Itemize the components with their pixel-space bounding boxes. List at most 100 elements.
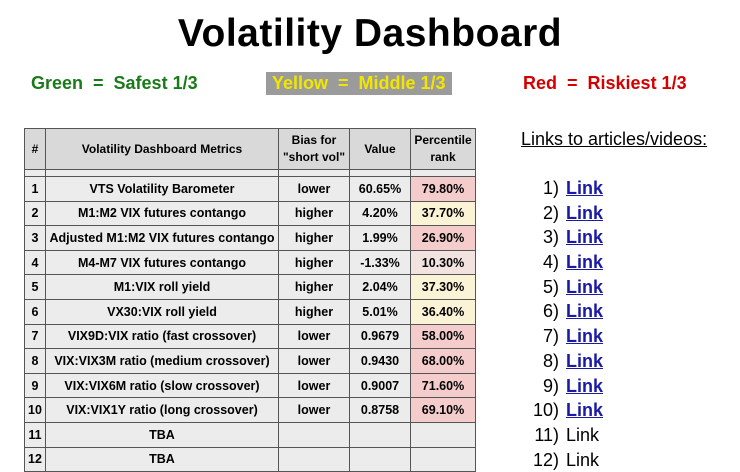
link-number: 7) xyxy=(542,326,559,347)
cell-bias: lower xyxy=(278,397,350,423)
links-list: 1) Link 2) Link 3) Link 4) Link 5) Link 6) Link 7) Li… xyxy=(521,176,603,472)
spacer-cell xyxy=(349,169,411,177)
cell-metric: VIX:VIX1Y ratio (long crossover) xyxy=(45,397,279,423)
cell-metric: M4-M7 VIX futures contango xyxy=(45,249,279,276)
cell-percentile: 79.80% xyxy=(410,176,476,202)
cell-percentile: 10.30% xyxy=(410,249,476,276)
col-header-num: # xyxy=(24,128,46,170)
link-row: 8) Link xyxy=(521,349,603,374)
article-link[interactable]: Link xyxy=(566,326,604,347)
link-number: 6) xyxy=(542,301,559,322)
article-link[interactable]: Link xyxy=(566,375,604,396)
table-row: 11 TBA xyxy=(24,421,476,448)
col-header-bias: Bias for "short vol" xyxy=(278,128,350,170)
cell-percentile: 68.00% xyxy=(410,348,476,374)
cell-percentile: 58.00% xyxy=(410,323,476,350)
table-row: 8 VIX:VIX3M ratio (medium crossover) lower… xyxy=(24,348,476,374)
link-row: 10) Link xyxy=(521,398,603,423)
cell-bias: lower xyxy=(278,348,350,374)
cell-num: 3 xyxy=(24,225,46,251)
table-row: 4 M4-M7 VIX futures contango higher -1.33% 1… xyxy=(24,249,476,276)
cell-metric: VIX:VIX3M ratio (medium crossover) xyxy=(45,348,279,374)
cell-num: 6 xyxy=(24,298,46,325)
article-link[interactable]: Link xyxy=(566,350,604,371)
article-link[interactable]: Link xyxy=(566,301,604,322)
cell-value: 1.99% xyxy=(349,225,411,251)
link-row: 9) Link xyxy=(521,374,603,399)
cell-percentile xyxy=(410,421,476,448)
article-link[interactable]: Link xyxy=(566,400,604,421)
cell-bias xyxy=(278,421,350,448)
table-spacer-row xyxy=(24,169,476,177)
legend-red: Red = Riskiest 1/3 xyxy=(523,73,687,93)
cell-bias: higher xyxy=(278,200,350,227)
cell-percentile: 37.70% xyxy=(410,200,476,227)
table-row: 3 Adjusted M1:M2 VIX futures contango high… xyxy=(24,225,476,251)
link-row: 4) Link xyxy=(521,250,603,275)
cell-value xyxy=(349,446,411,472)
cell-percentile: 36.40% xyxy=(410,298,476,325)
article-link[interactable]: Link xyxy=(566,202,604,223)
cell-num: 1 xyxy=(24,176,46,202)
cell-bias: higher xyxy=(278,298,350,325)
cell-num: 9 xyxy=(24,372,46,399)
cell-bias: higher xyxy=(278,225,350,251)
cell-value xyxy=(349,421,411,448)
cell-bias xyxy=(278,446,350,472)
article-link[interactable]: Link xyxy=(566,252,604,273)
table-row: 7 VIX9D:VIX ratio (fast crossover) lower 0.… xyxy=(24,323,476,350)
cell-num: 2 xyxy=(24,200,46,227)
cell-metric: Adjusted M1:M2 VIX futures contango xyxy=(45,225,279,251)
article-link[interactable]: Link xyxy=(566,178,604,198)
cell-percentile xyxy=(410,446,476,472)
legend-green: Green = Safest 1/3 xyxy=(31,73,198,93)
link-number: 4) xyxy=(542,252,559,273)
cell-value: 5.01% xyxy=(349,298,411,325)
link-row: 6) Link xyxy=(521,299,603,324)
link-number: 11) xyxy=(534,424,559,445)
link-row: 2) Link xyxy=(521,201,603,226)
cell-value: 2.04% xyxy=(349,274,411,300)
cell-metric: M1:M2 VIX futures contango xyxy=(45,200,279,227)
cell-metric: VIX:VIX6M ratio (slow crossover) xyxy=(45,372,279,399)
cell-num: 4 xyxy=(24,249,46,276)
cell-num: 7 xyxy=(24,323,46,350)
col-header-value: Value xyxy=(349,128,411,170)
link-number: 8) xyxy=(542,350,559,371)
link-number: 1) xyxy=(542,178,559,198)
spacer-cell xyxy=(410,169,476,177)
table-row: 5 M1:VIX roll yield higher 2.04% 37.30% xyxy=(24,274,476,300)
cell-num: 11 xyxy=(24,421,46,448)
article-link[interactable]: Link xyxy=(566,276,604,297)
link-number: 2) xyxy=(542,202,559,223)
table-row: 10 VIX:VIX1Y ratio (long crossover) lower 0… xyxy=(24,397,476,423)
cell-bias: lower xyxy=(278,323,350,350)
metrics-table: # Volatility Dashboard Metrics Bias for … xyxy=(24,128,476,472)
cell-bias: higher xyxy=(278,274,350,300)
link-number: 10) xyxy=(532,400,559,421)
cell-num: 12 xyxy=(24,446,46,472)
table-row: 6 VX30:VIX roll yield higher 5.01% 36.40% xyxy=(24,298,476,325)
cell-metric: TBA xyxy=(45,421,279,448)
cell-num: 8 xyxy=(24,348,46,374)
spacer-cell xyxy=(45,169,279,177)
col-header-metric: Volatility Dashboard Metrics xyxy=(45,128,279,170)
spacer-cell xyxy=(24,169,46,177)
cell-metric: VTS Volatility Barometer xyxy=(45,176,279,202)
cell-metric: M1:VIX roll yield xyxy=(45,274,279,300)
cell-metric: VIX9D:VIX ratio (fast crossover) xyxy=(45,323,279,350)
spacer-cell xyxy=(278,169,350,177)
page-title: Volatility Dashboard xyxy=(177,12,563,55)
cell-bias: lower xyxy=(278,372,350,399)
link-number: 5) xyxy=(542,276,559,297)
link-number: 9) xyxy=(542,375,559,396)
table-row: 12 TBA xyxy=(24,446,476,472)
cell-percentile: 69.10% xyxy=(410,397,476,423)
cell-bias: lower xyxy=(278,176,350,202)
cell-num: 5 xyxy=(24,274,46,300)
cell-value: 0.9007 xyxy=(349,372,411,399)
article-link[interactable]: Link xyxy=(566,227,604,248)
cell-value: 60.65% xyxy=(349,176,411,202)
table-row: 9 VIX:VIX6M ratio (slow crossover) lower 0.… xyxy=(24,372,476,399)
cell-value: 4.20% xyxy=(349,200,411,227)
